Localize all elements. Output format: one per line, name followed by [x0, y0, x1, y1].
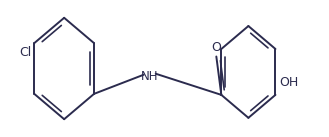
Text: NH: NH	[141, 70, 159, 83]
Text: O: O	[212, 41, 221, 54]
Text: OH: OH	[279, 76, 299, 89]
Text: Cl: Cl	[19, 46, 31, 59]
